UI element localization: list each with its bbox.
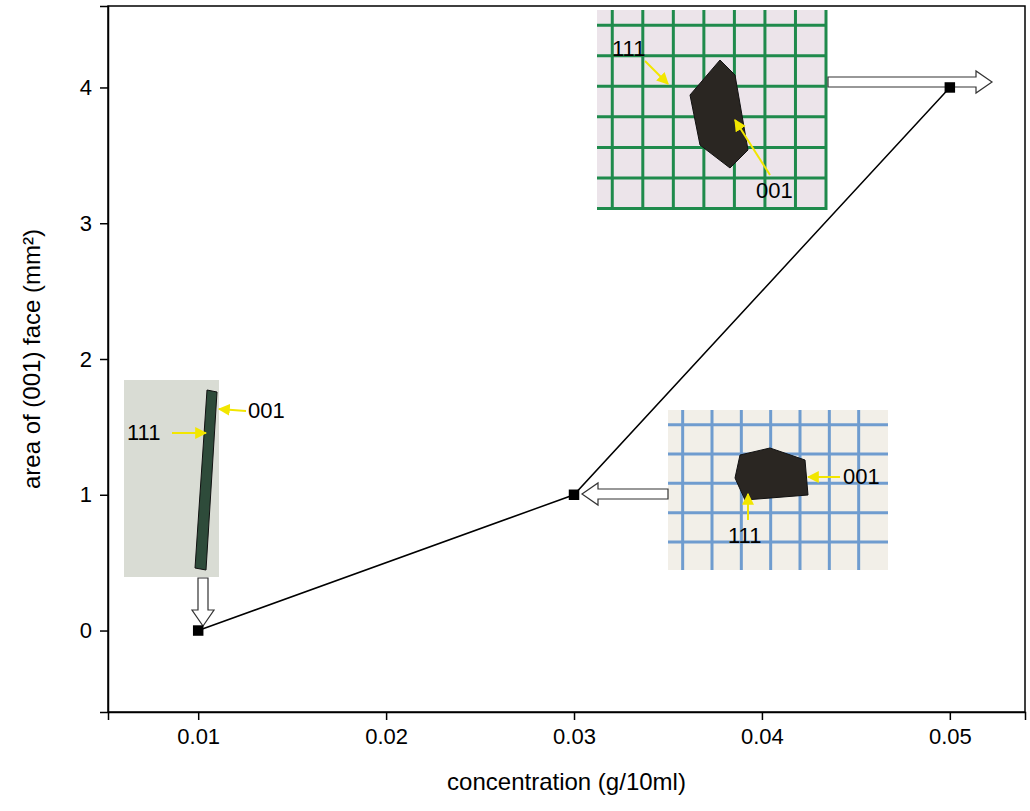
annotation-arrow [735, 120, 770, 175]
tick-label: 0.05 [929, 724, 972, 749]
annotation-label: 001 [843, 464, 880, 489]
tick-mark [386, 712, 388, 720]
tick-label: 0.04 [741, 724, 784, 749]
tick-mark [100, 223, 108, 225]
crystal [195, 390, 217, 570]
tick-mark [950, 712, 952, 720]
photo-grid [857, 410, 860, 570]
inset-photo [597, 10, 826, 210]
photo-bg [124, 380, 219, 577]
data-point [193, 625, 203, 635]
tick: 0.04 [741, 712, 784, 749]
annotation-arrow [219, 409, 246, 411]
data-point [945, 82, 955, 92]
annotation-label: 111 [728, 523, 761, 548]
tick-mark [198, 712, 200, 720]
crystal [735, 448, 808, 500]
tick-label: 0.03 [553, 724, 596, 749]
tick-mark [100, 359, 108, 361]
data-point [569, 490, 579, 500]
pointer-arrow [192, 578, 214, 626]
tick: 2 [80, 347, 108, 372]
photo-grid [668, 541, 888, 544]
tick-label: 3 [80, 211, 92, 236]
tick-mark [100, 630, 108, 632]
inset-photo [124, 380, 219, 577]
tick: 1 [80, 482, 108, 507]
photo-grid [825, 10, 828, 210]
annotation-arrow [172, 432, 206, 434]
photo-grid [597, 24, 826, 27]
tick-label: 4 [80, 75, 92, 100]
tick-label: 0.02 [365, 724, 408, 749]
tick: 0.05 [929, 712, 972, 749]
x-axis: 0.01 0.02 0.03 0.04 0.05 [109, 712, 1026, 749]
y-axis: 0 1 2 3 4 [80, 7, 109, 713]
y-axis-title: area of (001) face (mm²) [18, 229, 45, 489]
annotation-arrow [808, 476, 840, 478]
pointer-arrow [828, 71, 992, 93]
tick: 3 [80, 211, 108, 236]
tick: 0.03 [553, 712, 596, 749]
photo-grid [672, 10, 675, 210]
tick: 0 [80, 618, 108, 643]
photo-grid [828, 410, 831, 570]
plot-frame [108, 6, 1025, 712]
tick-mark [100, 87, 108, 89]
photo-grid [668, 511, 888, 514]
crystal [690, 60, 748, 168]
tick-label: 2 [80, 347, 92, 372]
x-axis-title: concentration (g/10ml) [447, 768, 686, 795]
tick: 0.01 [177, 712, 220, 749]
photo-bg [668, 410, 888, 570]
photo-grid [794, 10, 797, 210]
annotation-label: 111 [127, 420, 160, 445]
axis-line [100, 7, 109, 713]
plot-area [193, 82, 955, 636]
photo-bg [597, 10, 826, 210]
tick-label: 0.01 [177, 724, 220, 749]
tick-mark [574, 712, 576, 720]
annotation-label: 001 [248, 398, 285, 423]
photo-grid [597, 207, 826, 210]
axis-line [109, 713, 1026, 721]
tick: 0.02 [365, 712, 408, 749]
annotation-arrow [747, 494, 749, 520]
tick-label: 0 [80, 618, 92, 643]
photo-grid [711, 410, 714, 570]
data-line [198, 87, 950, 630]
tick-mark [762, 712, 764, 720]
tick-mark [100, 495, 108, 497]
tick-label: 1 [80, 482, 92, 507]
pointer-arrow [582, 483, 668, 505]
insets [124, 10, 992, 626]
annotations: 001 111 001 111 111 001 [127, 36, 880, 548]
annotation-label: 111 [612, 36, 645, 61]
inset-photo [668, 410, 888, 570]
annotation-label: 001 [756, 178, 793, 203]
tick: 4 [80, 75, 108, 100]
photo-grid [668, 423, 888, 426]
annotation-arrow [645, 61, 668, 84]
photo-grid [681, 410, 684, 570]
